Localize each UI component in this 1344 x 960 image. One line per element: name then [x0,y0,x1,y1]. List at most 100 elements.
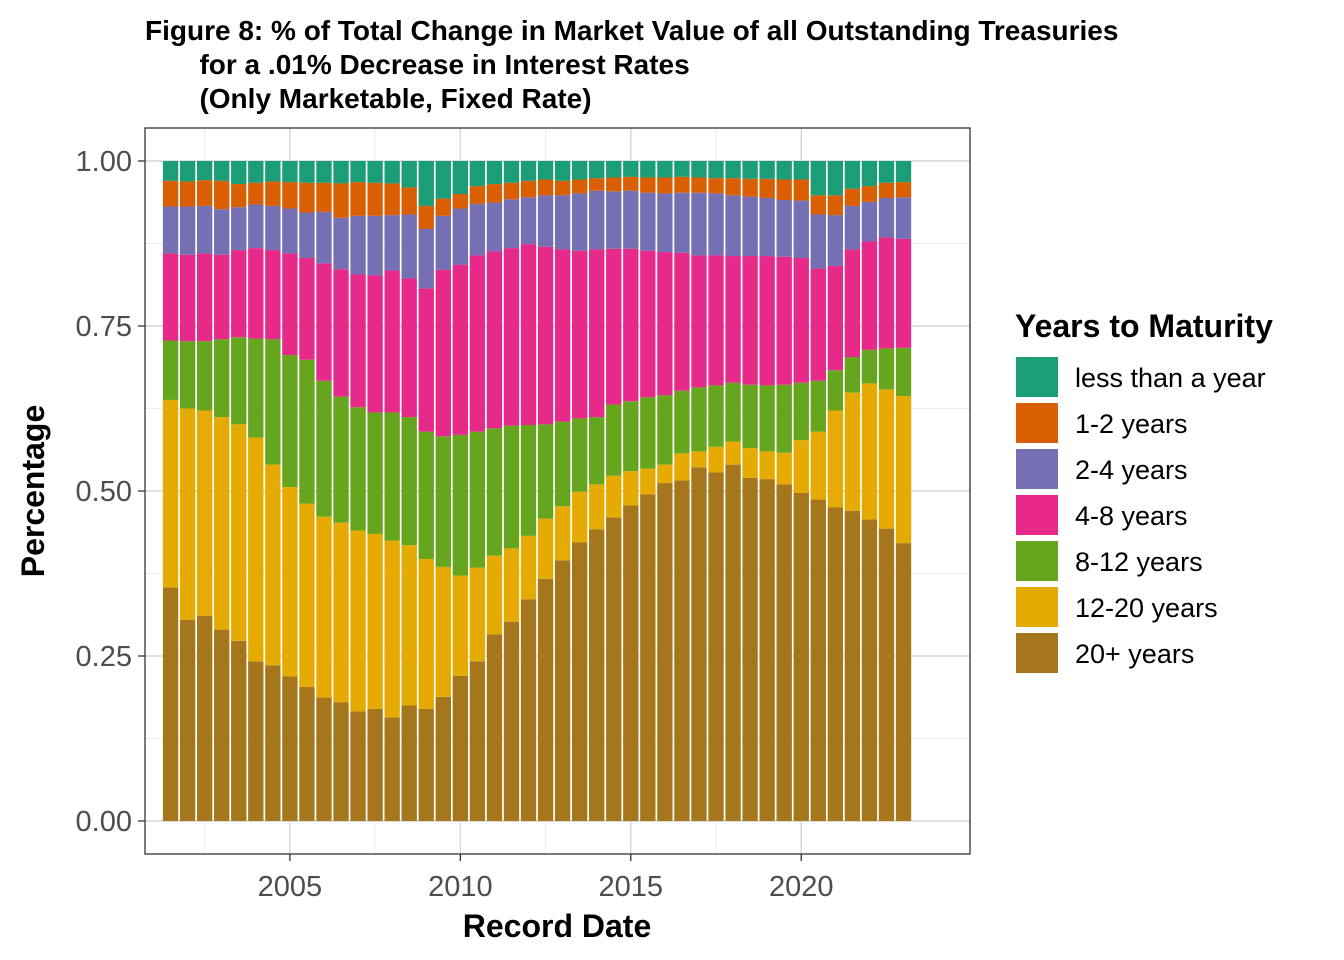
bar-segment [844,357,861,393]
bar-segment [520,197,537,245]
bar-segment [179,254,196,342]
bar-segment [179,181,196,207]
bar-segment [401,214,417,279]
bar-segment [469,431,486,568]
bar-segment [435,269,451,437]
bar-segment [589,249,605,418]
bar-segment [759,256,775,386]
bar-segment [282,487,298,677]
bar-segment [503,621,520,821]
bar-segment [861,349,878,384]
x-tick-label: 2010 [428,871,493,903]
legend-key [1016,449,1058,489]
bar-segment [674,252,690,391]
bar-segment [606,475,622,518]
bar-segment [435,566,451,697]
bar-segment [367,708,383,821]
bar-segment [537,518,554,579]
bar-segment [793,200,809,259]
bar-segment [844,510,861,821]
bar-segment [657,464,673,484]
bar-segment [452,575,469,676]
bar-segment [742,196,758,257]
bar-segment [554,195,571,250]
bar-segment [725,256,741,383]
bar-segment [571,418,588,492]
bar-segment [674,176,690,193]
bar-segment [248,661,264,821]
bar-segment [265,665,281,821]
bar-segment [196,341,213,411]
bar-segment [861,241,878,350]
bar-segment [418,431,434,559]
bar-segment [810,268,826,381]
bar-segment [265,339,281,465]
bar-segment [776,484,792,821]
bar-segment [452,434,469,576]
bar-segment [520,599,537,821]
bar-segment [179,341,196,409]
bar-segment [708,255,724,386]
bar-segment [214,209,230,255]
bar-segment [878,389,895,529]
bar-segment [827,507,844,821]
bar-segment [895,161,912,183]
bar-segment [640,161,656,178]
bar-segment [333,702,349,821]
title-line-2: for a .01% Decrease in Interest Rates [145,49,690,80]
x-tick-label: 2020 [769,871,834,903]
bar-segment [571,491,588,543]
bar-segment [793,161,809,180]
bar-segment [196,205,213,254]
bar-segment [350,182,366,216]
y-tick-label: 1.00 [76,146,132,178]
bar-segment [333,217,349,270]
bar-segment [623,505,639,821]
bar-segment [537,424,554,519]
legend-label: 8-12 years [1075,547,1203,577]
bar-segment [606,177,622,192]
y-tick-label: 0.75 [76,311,132,343]
bar-segment [793,382,809,441]
bar-segment [333,269,349,397]
bar-segment [537,578,554,821]
bar-segment [384,161,400,184]
bar-segment [350,161,366,183]
bar-segment [435,198,451,216]
bar-segment [265,205,281,251]
bar-segment [367,215,383,276]
bar-segment [537,246,554,425]
bar-segment [282,355,298,488]
bar-segment [589,190,605,250]
bar-segment [282,161,298,183]
bar-segment [810,431,826,500]
bar-segment [708,161,724,179]
bar-segment [708,446,724,473]
bar-segment [265,181,281,206]
bar-segment [895,347,912,396]
bar-segment [759,161,775,179]
bar-segment [691,192,707,256]
bar-segment [384,540,400,718]
bar-segment [162,161,179,181]
bar-segment [844,392,861,511]
legend-label: 4-8 years [1075,501,1188,531]
bar-segment [691,451,707,468]
bar-segment [231,207,247,251]
bar-segment [486,428,503,556]
bar-segment [231,424,247,641]
bar-segment [401,545,417,706]
bar-segment [537,195,554,247]
bar-segment [196,253,213,342]
bar-segment [265,161,281,182]
bar-segment [214,629,230,821]
bar-segment [418,161,434,206]
bar-segment [248,248,264,339]
bar-segment [742,384,758,449]
bar-segment [640,192,656,251]
bar-segment [827,195,844,216]
bar-segment [793,440,809,493]
bar-segment [878,161,895,183]
legend-label: 20+ years [1075,639,1194,669]
